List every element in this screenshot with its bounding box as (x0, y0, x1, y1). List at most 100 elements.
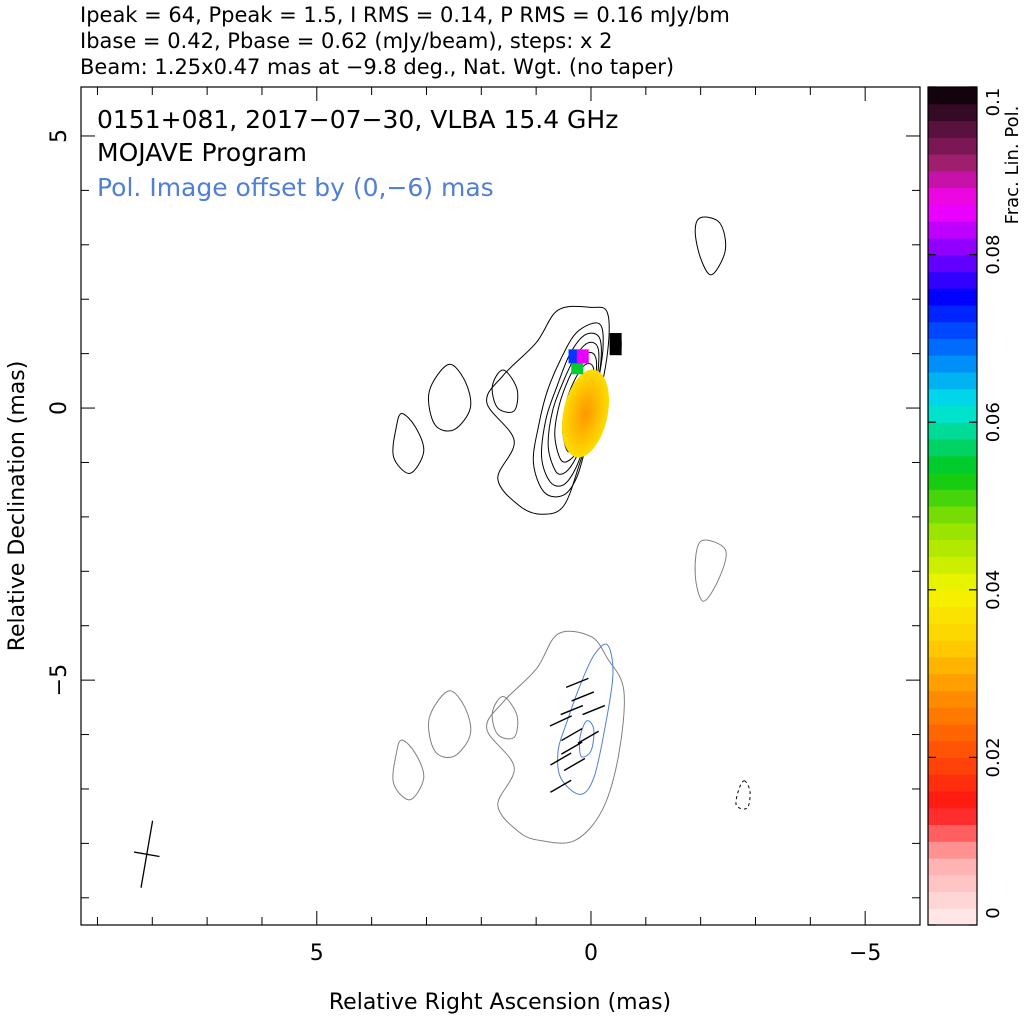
intensity-contour (532, 322, 604, 498)
evpa-vector (563, 757, 586, 772)
axis-ticks-layer: 5 0 −5 5 0 −5 (47, 87, 921, 966)
intensity-contour (541, 332, 602, 487)
x-axis-label: Relative Right Ascension (mas) (329, 990, 671, 1015)
y-axis-label: Relative Declination (mas) (5, 361, 30, 652)
colorbar-swatch (928, 623, 977, 641)
intensity-island-contour (694, 216, 727, 276)
colorbar-swatch (928, 137, 977, 155)
intensity-contour (547, 341, 600, 475)
header-line-2: Ibase = 0.42, Pbase = 0.62 (mJy/beam), s… (80, 29, 612, 53)
colorbar-swatch (928, 87, 977, 105)
negative-contour (735, 780, 751, 810)
colorbar-swatch (928, 187, 977, 205)
colorbar-swatch (928, 103, 977, 122)
y-tick-label: 0 (47, 401, 72, 415)
intensity-island-contour (491, 369, 519, 413)
evpa-vector (565, 677, 589, 688)
evpa-vector (571, 691, 595, 702)
program-annotation: MOJAVE Program (97, 138, 307, 167)
plot-frame (80, 86, 921, 926)
intensity-island-contour (428, 363, 472, 432)
colorbar-swatch (928, 556, 977, 574)
colorbar-swatch (928, 707, 977, 725)
intensity-contour (486, 305, 610, 515)
evpa-vector (560, 704, 584, 716)
offset-island-contour (428, 690, 472, 758)
colorbar-tick-label: 0.06 (983, 402, 1004, 442)
colorbar-swatch (928, 154, 977, 172)
source-annotation: 0151+081, 2017−07−30, VLBA 15.4 GHz (97, 105, 618, 134)
x-tick-label: −5 (849, 941, 881, 966)
colorbar-swatch (928, 489, 977, 507)
colorbar-frame (927, 86, 978, 926)
colorbar-swatch (928, 740, 977, 758)
colorbar-swatch (928, 204, 977, 222)
colorbar-swatch (928, 874, 977, 893)
colorbar-swatch (928, 908, 977, 926)
colorbar-swatch (928, 506, 977, 524)
offset-island-contour (694, 539, 727, 602)
fractional-polarization-layer (561, 333, 622, 458)
evpa-vector (561, 727, 583, 742)
colorbar-swatch (928, 355, 977, 373)
colorbar-swatch (928, 455, 977, 474)
evpa-vector (550, 752, 572, 766)
intensity-island-contour (392, 412, 425, 474)
beam-marker (133, 820, 160, 888)
colorbar-swatch (928, 438, 977, 457)
colorbar-swatch (928, 857, 977, 876)
colorbar-swatch (928, 254, 977, 272)
colorbar-swatch (928, 321, 977, 339)
evpa-vector (582, 704, 606, 716)
frac-pol-pixel (576, 349, 589, 364)
colorbar-tick-label: 0.04 (983, 570, 1004, 610)
frac-pol-pixel (571, 360, 584, 375)
colorbar-swatch (928, 271, 977, 289)
colorbar-swatch (928, 774, 977, 792)
offset-island-contour (491, 696, 519, 740)
colorbar-swatch (928, 472, 977, 490)
evpa-vector (577, 730, 599, 744)
colorbar-swatch (928, 690, 977, 708)
frac-pol-pixel (609, 333, 622, 348)
colorbar-tick-label: 0 (983, 907, 1004, 918)
x-tick-label: 5 (310, 941, 324, 966)
colorbar-swatch (928, 237, 977, 256)
colorbar-swatch (928, 120, 977, 138)
header-line-1: Ipeak = 64, Ppeak = 1.5, I RMS = 0.14, P… (80, 3, 730, 27)
x-tick-label: 0 (584, 941, 598, 966)
colorbar-swatch (928, 807, 977, 826)
colorbar-label: Frac. Lin. Pol. (1002, 106, 1023, 225)
colorbar-swatch (928, 288, 977, 306)
colorbar-swatch (928, 304, 977, 323)
frac-pol-core (561, 369, 610, 458)
colorbar-swatch (928, 790, 977, 809)
colorbar-swatch (928, 757, 977, 775)
colorbar-swatch (928, 221, 977, 239)
colorbar-swatch (928, 723, 977, 742)
colorbar-swatch (928, 371, 977, 390)
colorbar-swatch (928, 539, 977, 557)
polarized-intensity-inner-contour (578, 720, 595, 758)
evpa-vector (550, 779, 572, 793)
colorbar-swatch (928, 405, 977, 423)
contours-layer (133, 216, 751, 888)
evpa-vector (549, 715, 572, 727)
colorbar-swatch (928, 573, 977, 591)
colorbar-swatch (928, 422, 977, 440)
colorbar-tick-label: 0.08 (983, 235, 1004, 275)
colorbar-swatch (928, 841, 977, 859)
colorbar-swatch (928, 589, 977, 608)
offset-intensity-contour (486, 630, 625, 844)
header-line-3: Beam: 1.25x0.47 mas at −9.8 deg., Nat. W… (80, 55, 674, 79)
colorbar-swatch (928, 388, 977, 407)
colorbar-swatch (928, 824, 977, 842)
colorbar-swatch (928, 338, 977, 356)
colorbar-swatch (928, 640, 977, 658)
beam-minor-axis (133, 851, 160, 858)
colorbar: 0 0.02 0.04 0.06 0.08 0.1 (928, 86, 1004, 926)
evpa-vectors-layer (549, 677, 606, 793)
offset-annotation: Pol. Image offset by (0,−6) mas (97, 173, 494, 202)
colorbar-swatch (928, 522, 977, 541)
